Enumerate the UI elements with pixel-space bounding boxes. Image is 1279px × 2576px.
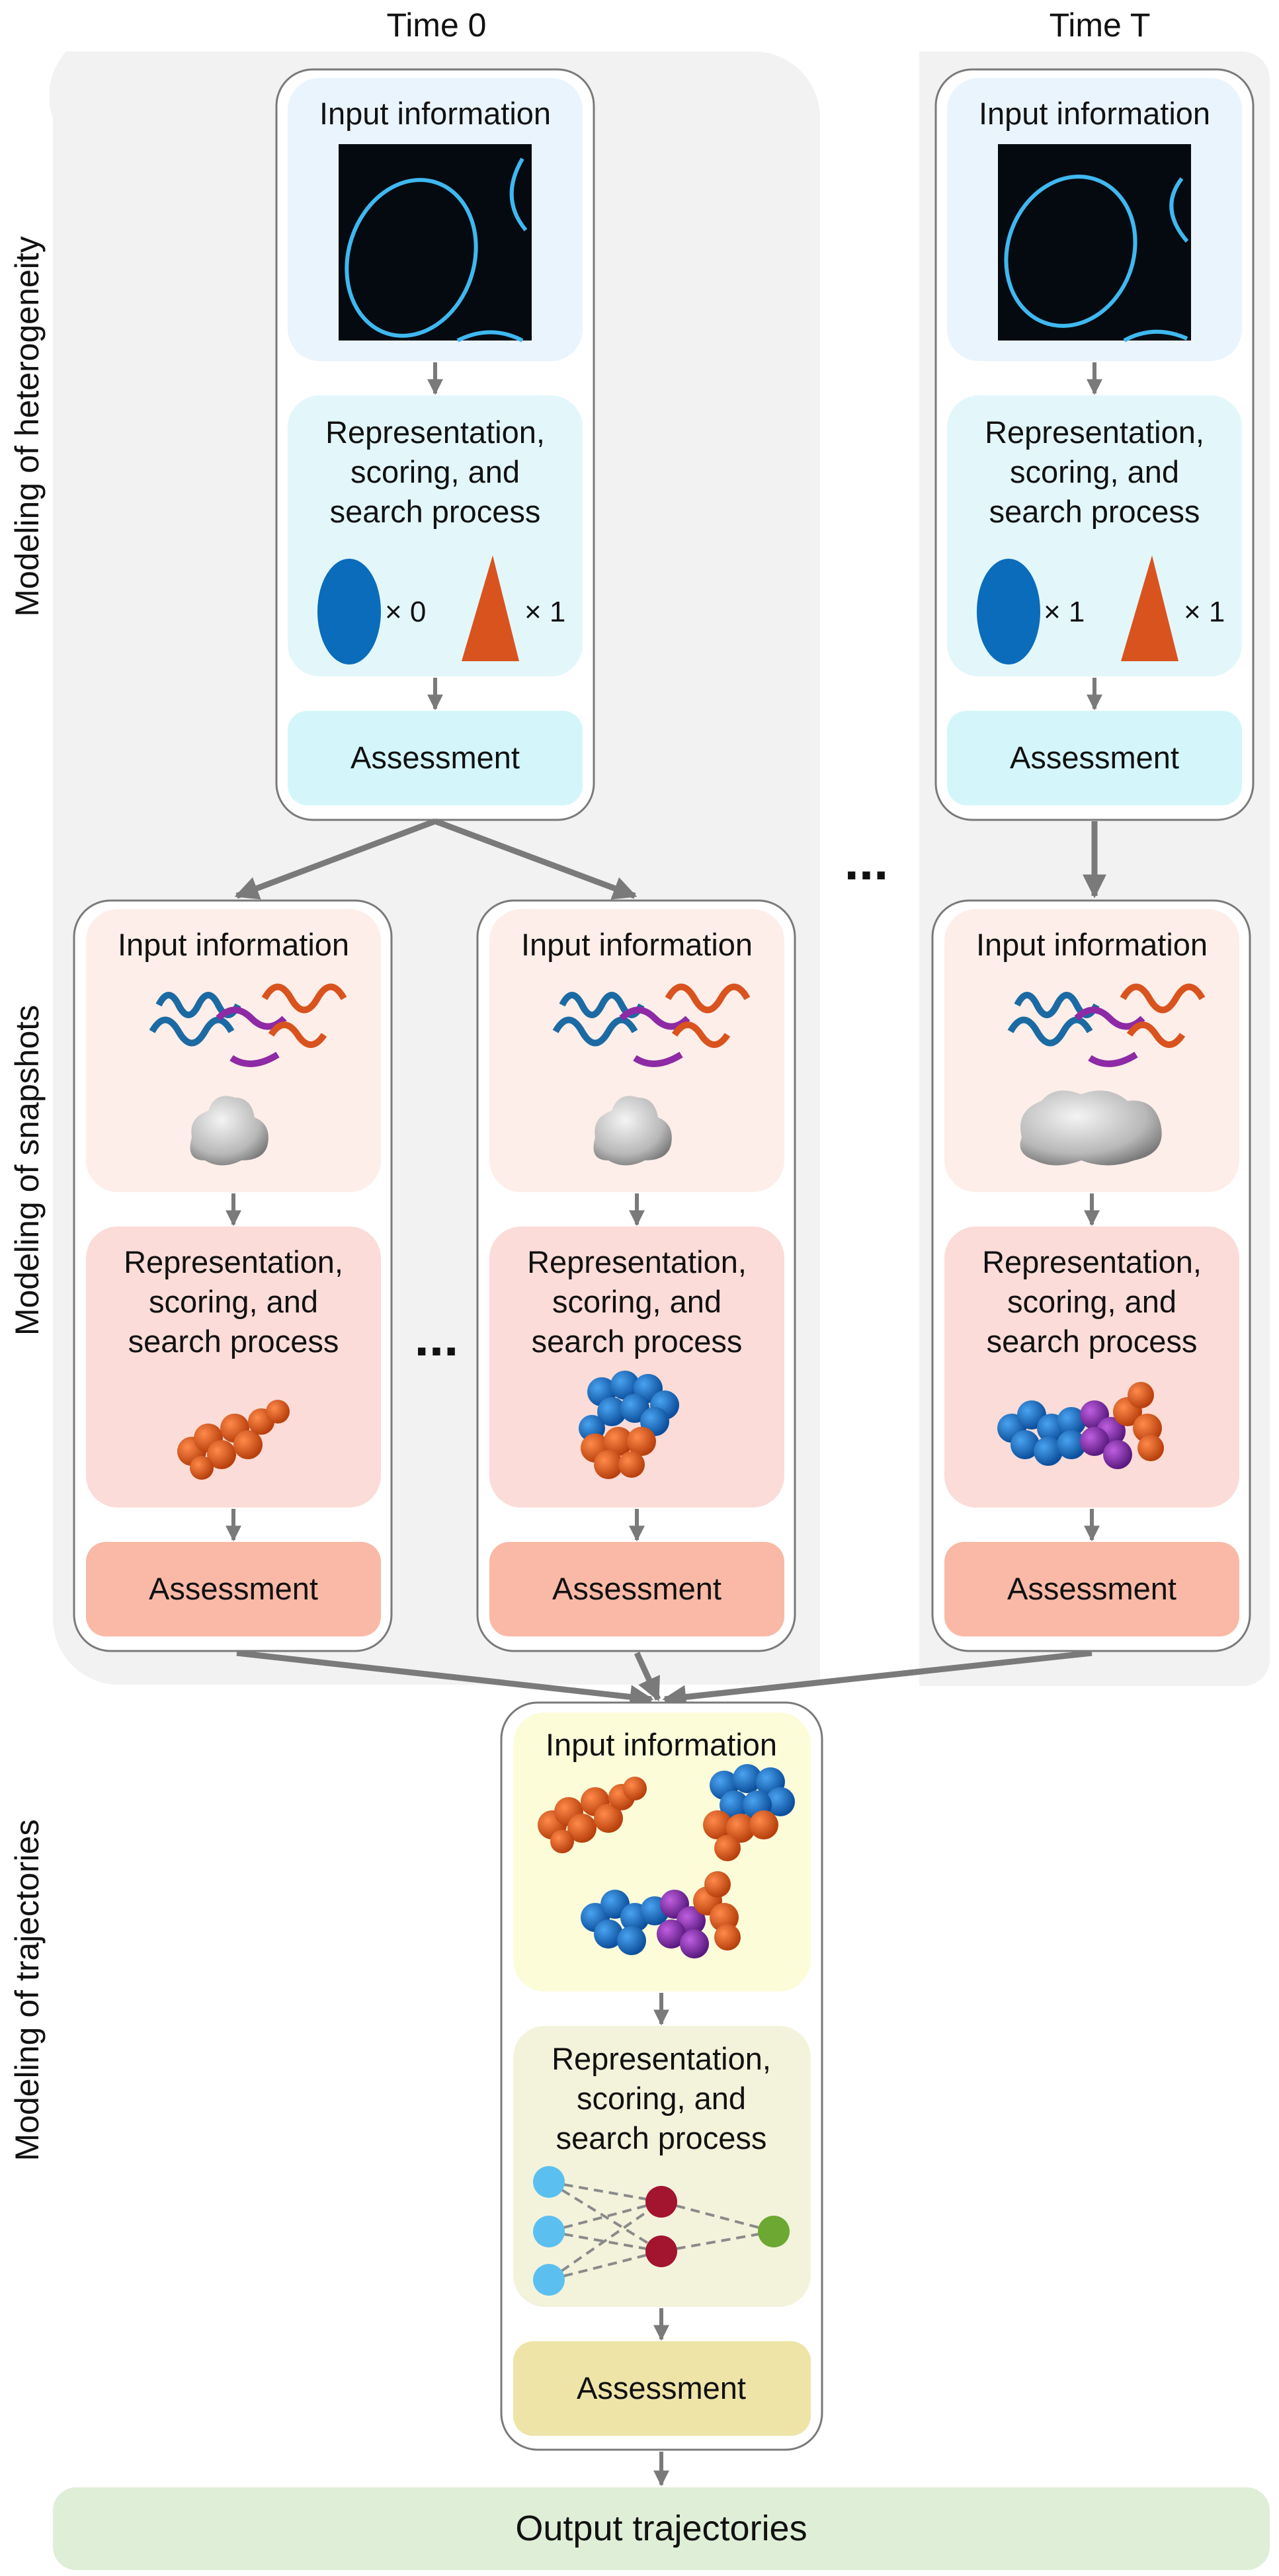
side-label-snapshots: Modeling of snapshots (9, 1005, 46, 1336)
snapshot-box-2: Input information Representation, scorin… (476, 899, 796, 1652)
assessment-label: Assessment (577, 2370, 746, 2405)
assessment-panel (944, 1542, 1239, 1636)
input-info-label: Input information (521, 927, 753, 962)
ellipse-shape (977, 559, 1040, 664)
density-map-shape (593, 1096, 672, 1166)
output-trajectories-label: Output trajectories (515, 2509, 807, 2548)
connector-arrow (236, 1650, 654, 1709)
representation-line3: search process (989, 494, 1200, 529)
bead-model-blue-purple-orange (997, 1382, 1164, 1469)
microscopy-image (998, 144, 1191, 342)
assessment-panel (513, 2341, 811, 2436)
assessment-label: Assessment (351, 740, 520, 775)
ellipse-count: × 0 (385, 596, 426, 628)
network-node-blue (533, 2216, 565, 2247)
bead-model-orange (538, 1777, 647, 1853)
assessment-panel (489, 1542, 784, 1636)
representation-line2: scoring, and (577, 2081, 746, 2116)
representation-line3: search process (556, 2120, 767, 2155)
input-info-label: Input information (979, 96, 1210, 131)
representation-line1: Representation, (325, 415, 545, 450)
representation-line1: Representation, (552, 2041, 771, 2076)
triangle-shape (1121, 555, 1178, 661)
representation-panel (489, 1227, 784, 1508)
representation-line2: scoring, and (149, 1284, 318, 1319)
ellipsis-columns: ... (845, 832, 889, 891)
representation-line1: Representation, (985, 415, 1204, 450)
header-time0: Time 0 (387, 7, 487, 44)
triangle-shape (462, 555, 519, 661)
network-node-green (758, 2216, 790, 2247)
heterogeneity-box-timeT: Input information Representation, scorin… (934, 68, 1255, 821)
density-map-shape (190, 1096, 268, 1166)
connector-arrow (662, 1650, 1093, 1709)
input-info-panel (944, 909, 1239, 1192)
trajectory-box: Input information (500, 1701, 823, 2451)
representation-panel (513, 2026, 811, 2307)
snapshot-box-1: Input information Representation, scorin… (73, 899, 393, 1652)
assessment-label: Assessment (1010, 740, 1179, 775)
representation-line1: Representation, (982, 1244, 1202, 1279)
protein-ribbon-structure (552, 983, 751, 1067)
connector-arrow (434, 818, 638, 900)
snapshot-box-T: Input information Representation, scorin… (931, 899, 1251, 1652)
side-label-heterogeneity: Modeling of heterogeneity (9, 236, 46, 616)
representation-line3: search process (987, 1324, 1198, 1359)
protein-ribbon-structure (149, 983, 347, 1067)
bead-model-orange (177, 1400, 290, 1480)
bead-model-blue-purple-orange (581, 1871, 741, 1958)
representation-line2: scoring, and (351, 454, 520, 489)
input-info-panel (86, 909, 381, 1192)
side-label-trajectories: Modeling of trajectories (9, 1820, 46, 2161)
input-info-label: Input information (319, 96, 551, 131)
network-node-blue (533, 2166, 565, 2198)
network-node-red (645, 2235, 677, 2267)
microscopy-image (339, 144, 532, 342)
input-info-label: Input information (118, 927, 349, 962)
protein-ribbon-structure (1007, 983, 1206, 1067)
bead-model-blue-orange (579, 1371, 679, 1479)
network-node-red (645, 2186, 677, 2218)
representation-line3: search process (532, 1324, 743, 1359)
network-node-blue (533, 2264, 565, 2296)
representation-line3: search process (330, 494, 541, 529)
triangle-count: × 1 (524, 596, 565, 628)
connector-arrow (234, 818, 436, 900)
triangle-count: × 1 (1184, 596, 1225, 628)
ellipse-shape (317, 559, 381, 664)
assessment-panel (86, 1542, 381, 1636)
representation-line3: search process (128, 1324, 339, 1359)
bead-model-blue-orange (703, 1764, 795, 1861)
connector-arrow (634, 1652, 661, 1702)
input-info-label: Input information (976, 927, 1208, 962)
assessment-label: Assessment (552, 1571, 722, 1606)
representation-line2: scoring, and (552, 1284, 722, 1319)
representation-line1: Representation, (527, 1244, 747, 1279)
assessment-label: Assessment (1007, 1571, 1176, 1606)
assessment-panel (288, 711, 583, 805)
input-info-panel (489, 909, 784, 1192)
assessment-panel (947, 711, 1242, 805)
header-timeT: Time T (1050, 7, 1151, 44)
ellipsis-snapshots: ... (415, 1308, 459, 1367)
output-trajectories-panel (53, 2487, 1270, 2570)
assessment-label: Assessment (149, 1571, 318, 1606)
input-info-label: Input information (546, 1727, 777, 1762)
representation-line1: Representation, (124, 1244, 343, 1279)
heterogeneity-box-time0: Input information Representation, scorin… (275, 68, 595, 821)
representation-panel (86, 1227, 381, 1508)
representation-line2: scoring, and (1007, 1284, 1176, 1319)
density-map-shape (1020, 1090, 1162, 1166)
representation-line2: scoring, and (1010, 454, 1179, 489)
ellipse-count: × 1 (1044, 596, 1085, 628)
trajectory-network-graph (533, 2166, 790, 2296)
